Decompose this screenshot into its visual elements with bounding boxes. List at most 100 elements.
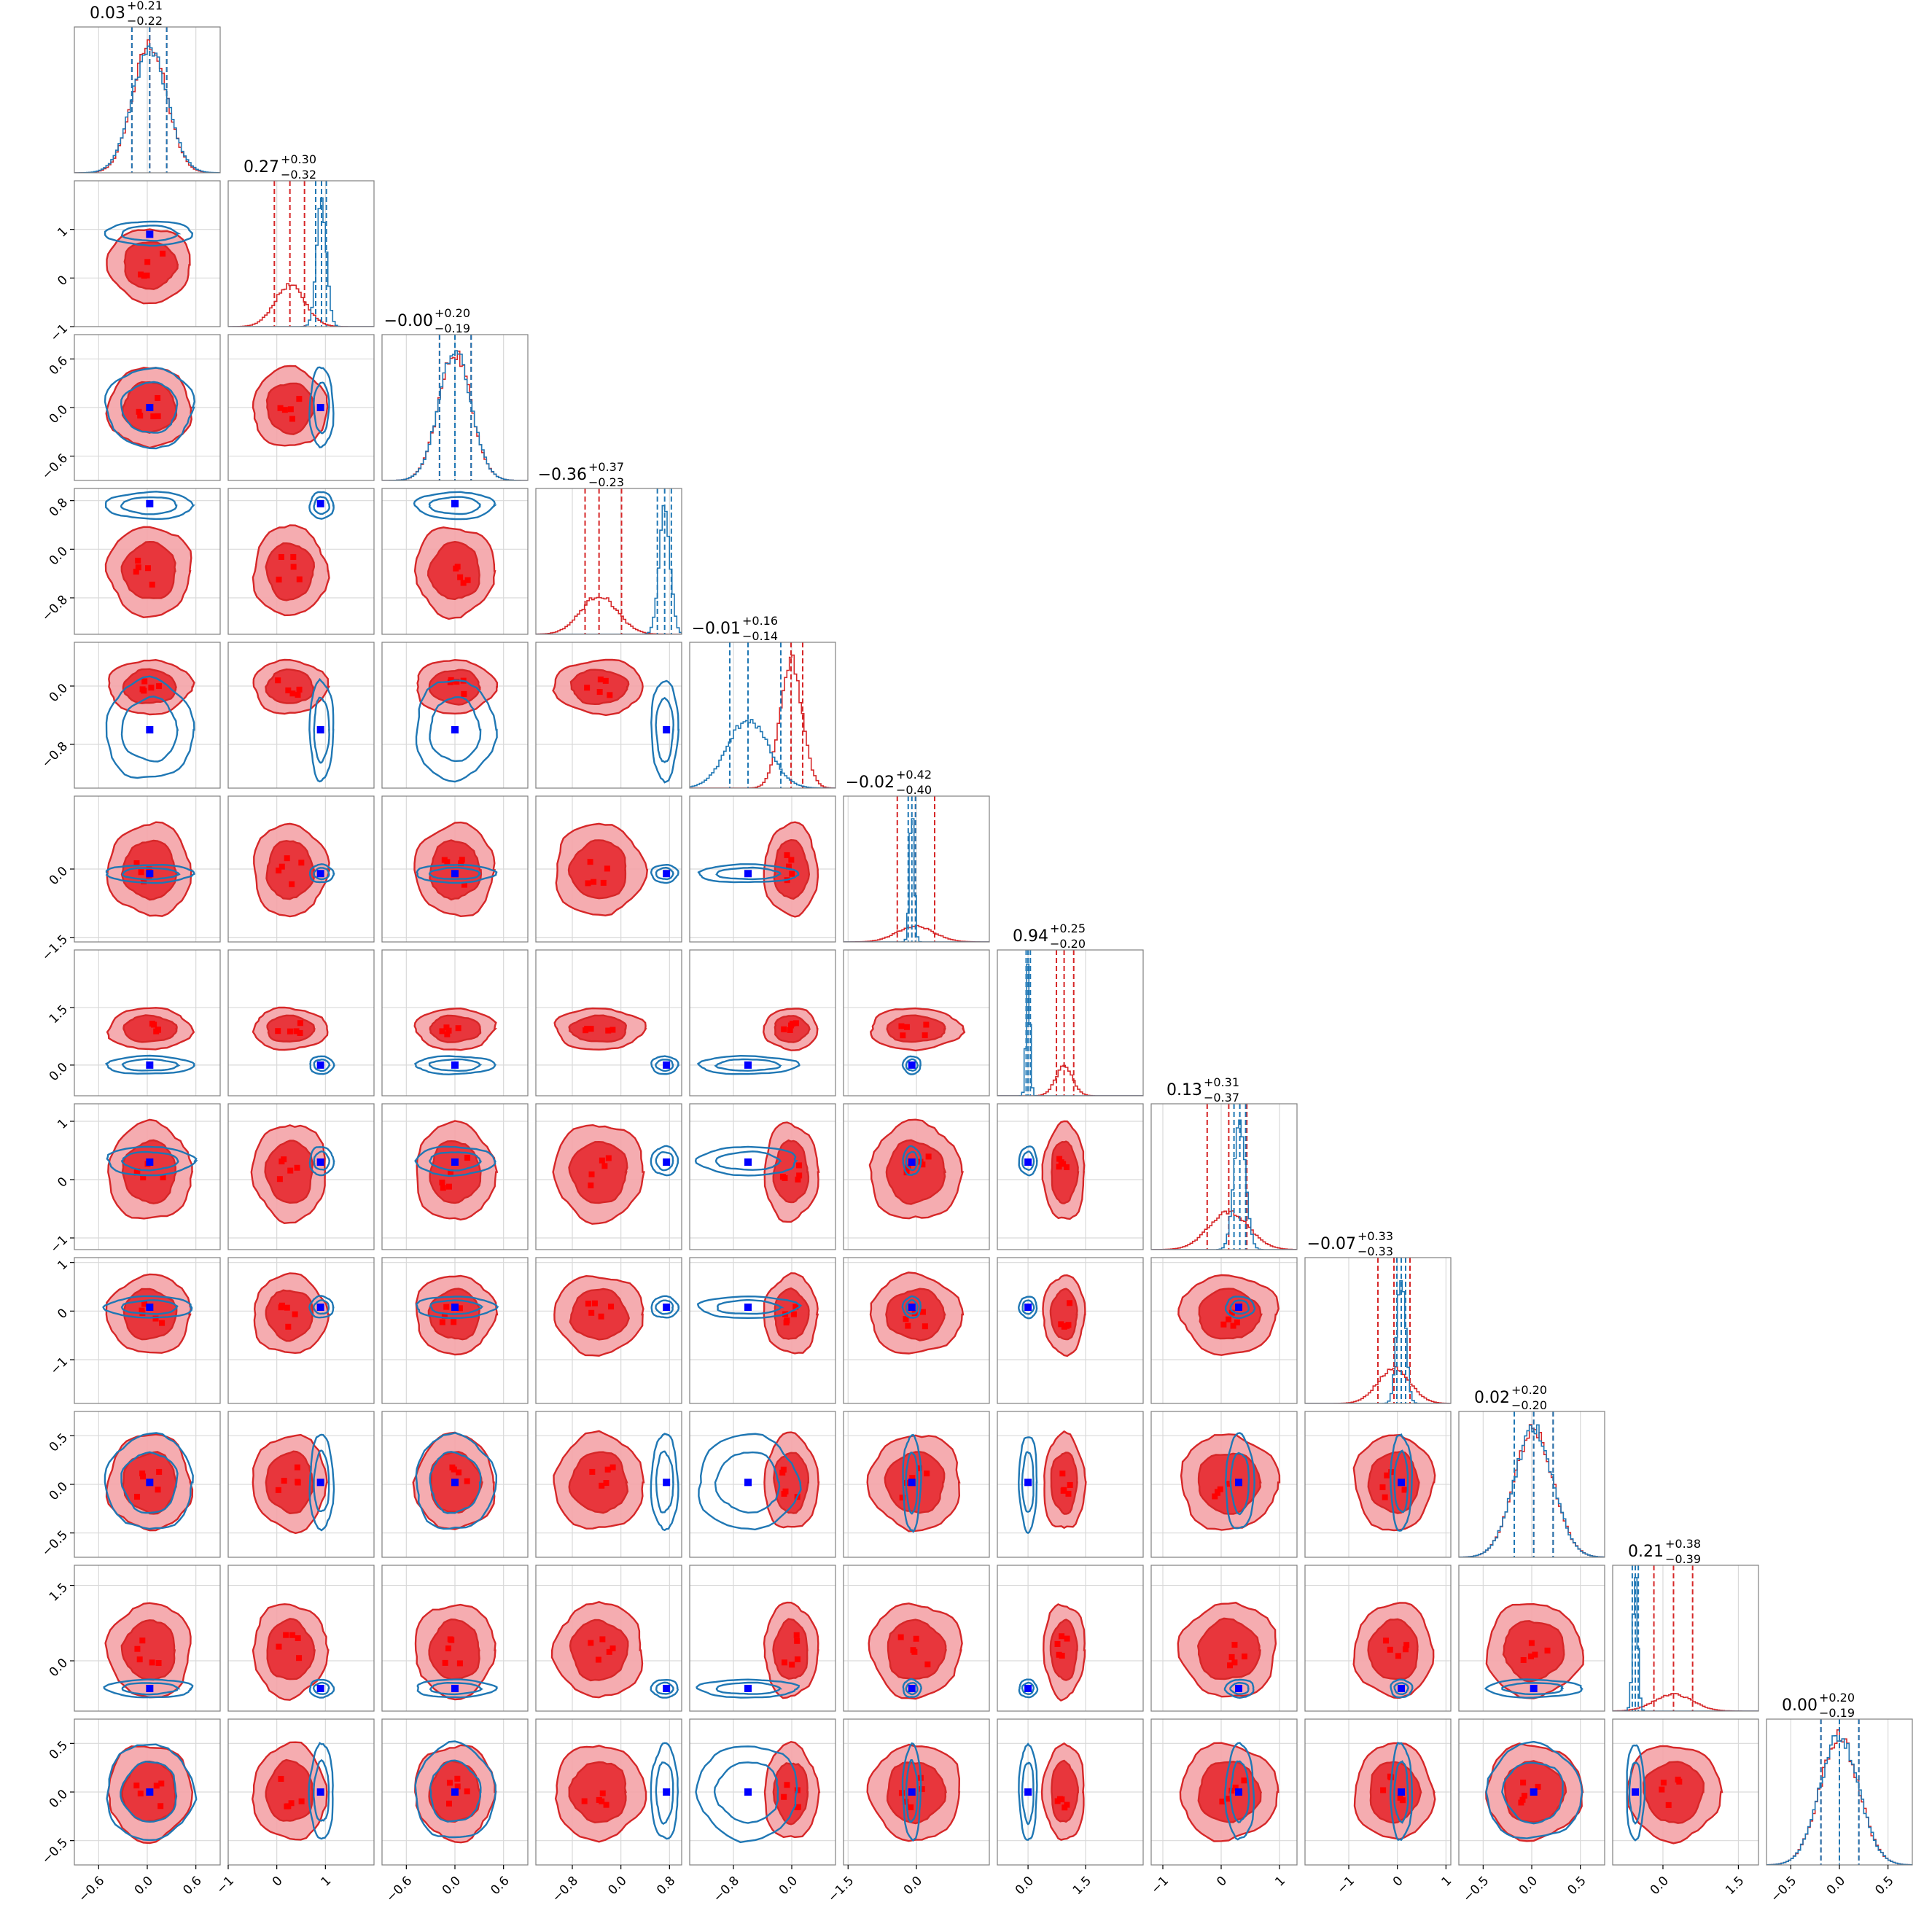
truth-marker bbox=[451, 1158, 459, 1166]
red-sample-marker bbox=[781, 1659, 787, 1666]
red-sample-marker bbox=[913, 1635, 919, 1642]
contour-blue-inner bbox=[1393, 1681, 1410, 1696]
red-sample-marker bbox=[281, 407, 288, 413]
red-sample-marker bbox=[155, 1487, 161, 1493]
red-sample-marker bbox=[1665, 1801, 1672, 1808]
panel-1-1: 0.27 +0.30 −0.32 bbox=[227, 152, 375, 327]
contour-blue-inner bbox=[655, 1059, 674, 1072]
red-sample-marker bbox=[779, 1469, 786, 1476]
panel-10-4 bbox=[689, 1565, 836, 1712]
panel-5-1 bbox=[227, 795, 375, 943]
contour-red-inner bbox=[1642, 1761, 1705, 1824]
y-tick-label: −0.5 bbox=[39, 1836, 71, 1867]
panel-title-0: 0.03 +0.21 −0.22 bbox=[90, 0, 163, 28]
panel-6-5 bbox=[843, 949, 990, 1097]
red-sample-marker bbox=[899, 1495, 905, 1501]
x-tick-label: 0.5 bbox=[1565, 1874, 1589, 1898]
red-sample-marker bbox=[587, 859, 593, 865]
contour-blue-inner bbox=[655, 866, 674, 881]
panel-frame bbox=[843, 1103, 990, 1250]
truth-marker bbox=[1235, 1788, 1242, 1796]
title-value: 0.13 bbox=[1166, 1081, 1202, 1099]
red-sample-marker bbox=[1064, 1164, 1070, 1171]
panel-9-6 bbox=[997, 1411, 1144, 1558]
red-sample-marker bbox=[157, 1803, 164, 1810]
contour-blue-outer bbox=[415, 1296, 499, 1319]
truth-marker bbox=[663, 1061, 671, 1069]
x-tick-label: 1 bbox=[1439, 1874, 1455, 1890]
contour-blue-inner bbox=[120, 496, 178, 515]
histogram-red bbox=[1151, 1210, 1297, 1250]
panel-frame bbox=[381, 334, 529, 481]
panel-10-6 bbox=[997, 1565, 1144, 1712]
contour-red-inner bbox=[265, 1758, 314, 1822]
panel-7-6 bbox=[997, 1103, 1144, 1250]
red-sample-marker bbox=[1402, 1646, 1409, 1653]
panel-4-2 bbox=[381, 642, 529, 789]
panel-frame bbox=[227, 488, 375, 635]
panel-6-2 bbox=[381, 949, 529, 1097]
panel-4-3 bbox=[535, 642, 682, 789]
panel-9-2 bbox=[381, 1411, 529, 1558]
red-sample-marker bbox=[287, 406, 294, 413]
red-sample-marker bbox=[1401, 1487, 1408, 1493]
red-sample-marker bbox=[605, 1155, 612, 1161]
truth-marker bbox=[1398, 1684, 1405, 1692]
truth-marker bbox=[316, 499, 324, 507]
red-sample-marker bbox=[443, 1024, 450, 1031]
red-sample-marker bbox=[289, 690, 296, 697]
red-sample-marker bbox=[138, 869, 144, 876]
x-tick-label: −0.6 bbox=[76, 1874, 107, 1905]
contour-blue-outer bbox=[1224, 1432, 1255, 1530]
contour-blue-inner bbox=[713, 1761, 779, 1824]
red-sample-marker bbox=[275, 1487, 281, 1493]
panel-frame bbox=[74, 642, 221, 789]
contour-blue-inner bbox=[313, 381, 330, 435]
title-value: 0.03 bbox=[90, 4, 125, 23]
contour-blue-inner bbox=[428, 866, 482, 880]
contour-blue-outer bbox=[1018, 1678, 1039, 1699]
red-sample-marker bbox=[1399, 1797, 1406, 1804]
truth-marker bbox=[316, 1684, 324, 1692]
red-sample-marker bbox=[1219, 1799, 1226, 1805]
truth-marker bbox=[451, 1684, 459, 1692]
red-sample-marker bbox=[149, 1659, 155, 1666]
red-sample-marker bbox=[1058, 1321, 1064, 1328]
contour-blue-outer bbox=[650, 1678, 679, 1699]
y-tick-label: 0 bbox=[55, 1306, 71, 1322]
y-tick-label: 0.0 bbox=[47, 864, 71, 888]
red-sample-marker bbox=[1228, 1788, 1235, 1794]
red-sample-marker bbox=[781, 1793, 787, 1800]
truth-marker bbox=[146, 1684, 154, 1692]
panel-frame bbox=[227, 1103, 375, 1250]
red-sample-marker bbox=[292, 1311, 298, 1317]
panel-grid bbox=[1162, 1104, 1280, 1250]
red-sample-marker bbox=[156, 1468, 163, 1475]
red-sample-marker bbox=[285, 687, 292, 693]
red-sample-marker bbox=[595, 1656, 601, 1663]
red-sample-marker bbox=[1065, 1490, 1072, 1497]
truth-marker bbox=[908, 1158, 916, 1166]
contour-blue-inner bbox=[121, 1058, 181, 1072]
contour-blue-inner bbox=[429, 1299, 484, 1315]
red-sample-marker bbox=[608, 1304, 615, 1310]
contour-blue-inner bbox=[1229, 1452, 1250, 1516]
title-minus-error: −0.40 bbox=[896, 783, 932, 797]
red-sample-marker bbox=[460, 580, 467, 586]
y-tick-label: −0.5 bbox=[39, 1528, 71, 1559]
red-sample-marker bbox=[297, 1029, 303, 1036]
panel-title-7: 0.13 +0.31 −0.37 bbox=[1166, 1075, 1239, 1105]
contour-blue-outer bbox=[1390, 1741, 1414, 1842]
x-tick-label: −0.6 bbox=[383, 1874, 415, 1905]
panel-3-1 bbox=[227, 488, 375, 635]
red-sample-marker bbox=[439, 1179, 445, 1185]
red-sample-marker bbox=[903, 1316, 909, 1323]
red-sample-marker bbox=[295, 692, 301, 698]
red-sample-marker bbox=[1226, 1481, 1232, 1487]
panel-10-1 bbox=[227, 1565, 375, 1712]
red-sample-marker bbox=[134, 1645, 141, 1652]
red-sample-marker bbox=[1056, 1651, 1062, 1658]
contour-blue-inner bbox=[313, 1299, 330, 1315]
red-sample-marker bbox=[1060, 1161, 1067, 1167]
y-tick-label: 1 bbox=[55, 1116, 71, 1132]
